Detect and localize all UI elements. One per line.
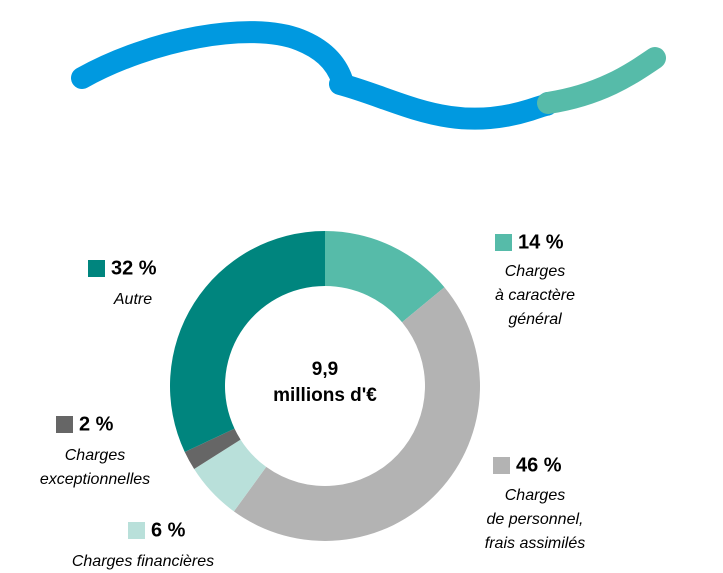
legend-swatch: [128, 522, 145, 539]
category-label: général: [508, 311, 562, 328]
wave: [71, 21, 353, 91]
category-label: de personnel,: [487, 511, 584, 528]
center-text: millions d'€: [273, 385, 377, 406]
value-label: 32 %: [111, 257, 157, 279]
value-label: 6 %: [151, 519, 186, 541]
category-label: Charges: [505, 263, 565, 280]
category-label: frais assimilés: [485, 535, 585, 552]
donut-segment: [184, 428, 241, 470]
donut-segment: [169, 231, 325, 452]
wave: [329, 73, 559, 130]
category-label: Charges: [505, 487, 565, 504]
legend-swatch: [495, 234, 512, 251]
wave-accent: [537, 47, 666, 114]
category-label: à caractère: [495, 287, 575, 304]
donut-segment: [325, 231, 445, 323]
category-label: Charges financières: [72, 553, 214, 570]
value-label: 14 %: [518, 231, 564, 253]
center-text: 9,9: [312, 359, 338, 380]
category-label: Charges: [65, 447, 125, 464]
legend-swatch: [56, 416, 73, 433]
legend-swatch: [493, 457, 510, 474]
legend-swatch: [88, 260, 105, 277]
donut-segment: [233, 287, 480, 541]
donut-segment: [194, 439, 267, 512]
value-label: 46 %: [516, 454, 562, 476]
category-label: Autre: [113, 291, 152, 308]
category-label: exceptionnelles: [40, 471, 150, 488]
value-label: 2 %: [79, 413, 114, 435]
